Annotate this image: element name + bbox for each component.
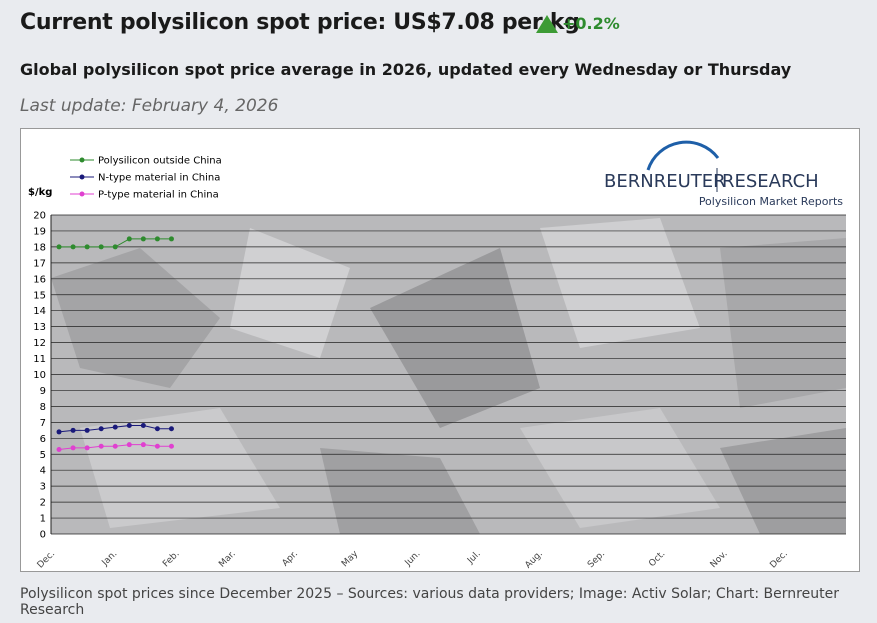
data-point [98,443,104,449]
y-tick-label: 17 [33,258,46,269]
y-tick-label: 4 [40,466,46,477]
data-point [154,426,160,432]
y-tick-label: 0 [40,530,46,541]
logo-left: BERNREUTER [604,171,726,192]
y-tick-label: 7 [40,418,46,429]
data-point [112,424,118,430]
caption: Polysilicon spot prices since December 2… [20,586,839,618]
legend-label: Polysilicon outside China [98,156,222,167]
title: Current polysilicon spot price: US$7.08 … [20,10,580,35]
legend-label: P-type material in China [98,190,219,201]
y-tick-label: 1 [40,514,46,525]
background-image [51,215,846,534]
y-tick-label: 18 [33,242,46,253]
data-point [70,427,76,433]
y-tick-label: 9 [40,386,46,397]
subtitle: Global polysilicon spot price average in… [20,60,792,79]
data-point [98,244,104,250]
data-point [56,244,62,250]
data-point [154,443,160,449]
data-point [112,244,118,250]
up-arrow [536,14,558,33]
legend-label: N-type material in China [98,173,220,184]
data-point [154,236,160,242]
logo-right: RESEARCH [722,171,819,192]
logo-tagline: Polysilicon Market Reports [699,195,843,208]
y-tick-label: 13 [33,322,46,333]
data-point [56,446,62,452]
y-tick-label: 5 [40,450,46,461]
y-tick-label: 14 [33,306,46,317]
y-tick-label: 16 [33,274,46,285]
legend-marker [79,191,85,197]
data-point [140,423,146,429]
y-tick-label: 20 [33,211,46,222]
data-point [84,427,90,433]
price-change: +0.2% [536,14,620,33]
y-tick-label: 3 [40,482,46,493]
y-tick-label: 10 [33,370,46,381]
data-point [84,244,90,250]
chart: $/kg BERNREUTER RESEARCH Polysilicon Mar… [20,128,860,572]
y-tick-label: 8 [40,402,46,413]
y-tick-label: 6 [40,434,46,445]
data-point [126,236,132,242]
data-point [140,236,146,242]
data-point [56,429,62,435]
data-point [70,445,76,451]
y-tick-label: 11 [33,354,46,365]
change-value: +0.2% [562,14,620,33]
data-point [126,442,132,448]
data-point [126,423,132,429]
data-point [168,443,174,449]
y-tick-label: 15 [33,290,46,301]
y-axis-label: $/kg [28,187,52,198]
data-point [140,442,146,448]
data-point [84,445,90,451]
legend-marker [79,174,85,180]
y-tick-label: 2 [40,498,46,509]
y-tick-label: 19 [33,226,46,237]
data-point [112,443,118,449]
data-point [168,426,174,432]
last-update: Last update: February 4, 2026 [20,96,279,116]
legend-marker [79,157,85,163]
logo-arc [646,140,720,171]
data-point [168,236,174,242]
data-point [98,426,104,432]
data-point [70,244,76,250]
y-tick-label: 12 [33,338,46,349]
